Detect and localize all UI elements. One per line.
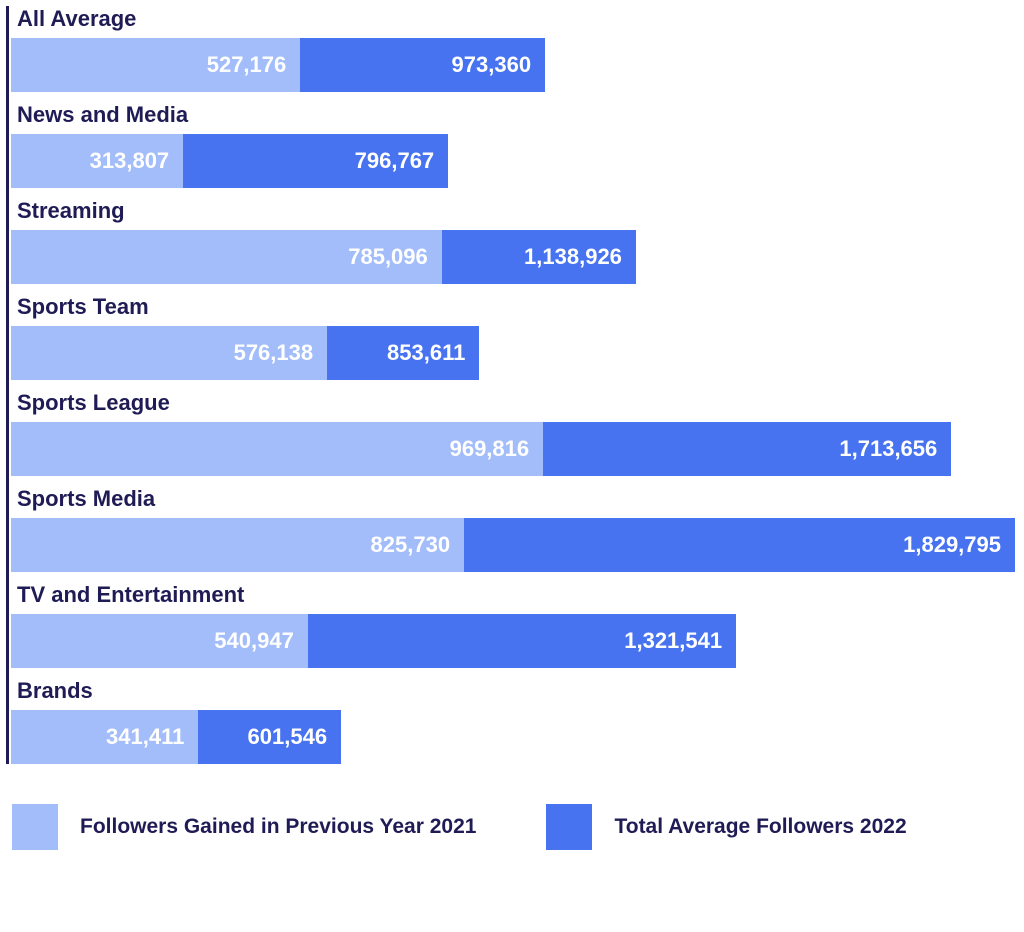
chart-row: News and Media 796,767313,807 xyxy=(11,102,1018,188)
chart-row: All Average 973,360527,176 xyxy=(11,6,1018,92)
bar-gained: 576,138 xyxy=(11,326,327,380)
horizontal-stacked-bar-chart: All Average 973,360527,176 News and Media 7… xyxy=(6,6,1018,764)
bar-gained: 341,411 xyxy=(11,710,198,764)
chart-row: TV and Entertainment 1,321,541540,947 xyxy=(11,582,1018,668)
legend-item-gained: Followers Gained in Previous Year 2021 xyxy=(12,804,476,850)
legend-swatch-gained xyxy=(12,804,58,850)
bar-group: 1,713,656969,816 xyxy=(11,422,1018,476)
chart-row: Sports Team 853,611576,138 xyxy=(11,294,1018,380)
legend: Followers Gained in Previous Year 2021 T… xyxy=(6,804,1018,850)
bar-group: 1,138,926785,096 xyxy=(11,230,1018,284)
bar-gained: 969,816 xyxy=(11,422,543,476)
legend-label-gained: Followers Gained in Previous Year 2021 xyxy=(80,815,476,839)
category-label: All Average xyxy=(11,6,1018,32)
chart-row: Brands 601,546341,411 xyxy=(11,678,1018,764)
category-label: Sports Team xyxy=(11,294,1018,320)
category-label: Sports Media xyxy=(11,486,1018,512)
category-label: Sports League xyxy=(11,390,1018,416)
legend-swatch-total xyxy=(546,804,592,850)
bar-group: 973,360527,176 xyxy=(11,38,1018,92)
bar-group: 1,321,541540,947 xyxy=(11,614,1018,668)
category-label: TV and Entertainment xyxy=(11,582,1018,608)
bar-gained: 785,096 xyxy=(11,230,442,284)
category-label: Streaming xyxy=(11,198,1018,224)
bar-gained: 527,176 xyxy=(11,38,300,92)
chart-row: Sports Media 1,829,795825,730 xyxy=(11,486,1018,572)
bar-group: 601,546341,411 xyxy=(11,710,1018,764)
bar-group: 853,611576,138 xyxy=(11,326,1018,380)
category-label: Brands xyxy=(11,678,1018,704)
bar-group: 1,829,795825,730 xyxy=(11,518,1018,572)
bar-group: 796,767313,807 xyxy=(11,134,1018,188)
bar-gained: 313,807 xyxy=(11,134,183,188)
bar-gained: 540,947 xyxy=(11,614,308,668)
legend-label-total: Total Average Followers 2022 xyxy=(614,815,906,839)
legend-item-total: Total Average Followers 2022 xyxy=(546,804,906,850)
category-label: News and Media xyxy=(11,102,1018,128)
chart-row: Sports League 1,713,656969,816 xyxy=(11,390,1018,476)
chart-row: Streaming 1,138,926785,096 xyxy=(11,198,1018,284)
bar-gained: 825,730 xyxy=(11,518,464,572)
